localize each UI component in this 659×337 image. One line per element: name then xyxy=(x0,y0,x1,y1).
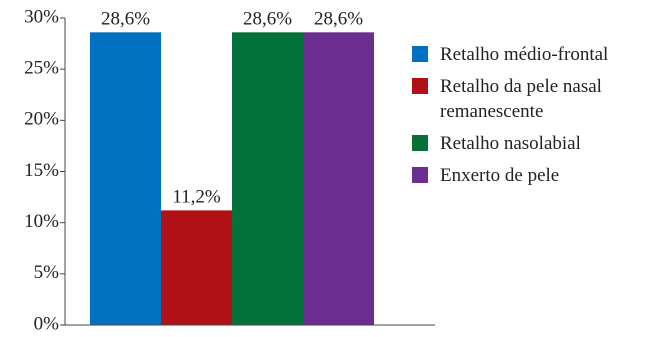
bar xyxy=(303,32,374,326)
legend-label: Retalho nasolabial xyxy=(440,133,581,154)
value-label: 11,2% xyxy=(172,187,221,208)
legend-item: Enxerto de pele xyxy=(412,163,657,188)
y-tick-label: 5% xyxy=(34,262,60,283)
y-tick-label: 15% xyxy=(24,160,59,181)
legend-item: Retalho nasolabial xyxy=(412,131,657,156)
y-tick-label: 25% xyxy=(24,58,59,79)
legend-swatch xyxy=(412,46,428,62)
legend-label: Enxerto de pele xyxy=(440,165,560,186)
legend-item: Retalho médio-frontal xyxy=(412,42,657,67)
y-tick-label: 10% xyxy=(24,211,59,232)
value-label: 28,6% xyxy=(101,9,150,30)
legend-label: Retalho da pele nasal remanescente xyxy=(440,76,602,122)
y-tick-label: 30% xyxy=(24,6,59,27)
legend: Retalho médio-frontal Retalho da pele nas… xyxy=(412,42,657,195)
legend-label: Retalho médio-frontal xyxy=(440,44,609,65)
bar xyxy=(232,32,303,326)
bar xyxy=(90,32,161,326)
y-tick-label: 20% xyxy=(24,109,59,130)
value-label: 28,6% xyxy=(243,9,292,30)
legend-swatch xyxy=(412,167,428,183)
legend-swatch xyxy=(412,78,428,94)
legend-item: Retalho da pele nasal remanescente xyxy=(412,74,657,124)
y-tick-label: 0% xyxy=(34,313,60,334)
bar xyxy=(161,210,232,325)
legend-swatch xyxy=(412,135,428,151)
value-label: 28,6% xyxy=(314,9,363,30)
